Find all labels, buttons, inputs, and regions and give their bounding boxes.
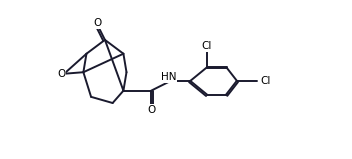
Text: O: O bbox=[93, 18, 101, 28]
Text: O: O bbox=[147, 105, 155, 115]
Text: Cl: Cl bbox=[260, 76, 270, 86]
Text: O: O bbox=[57, 69, 65, 79]
Text: Cl: Cl bbox=[201, 41, 212, 51]
Text: HN: HN bbox=[161, 72, 177, 82]
